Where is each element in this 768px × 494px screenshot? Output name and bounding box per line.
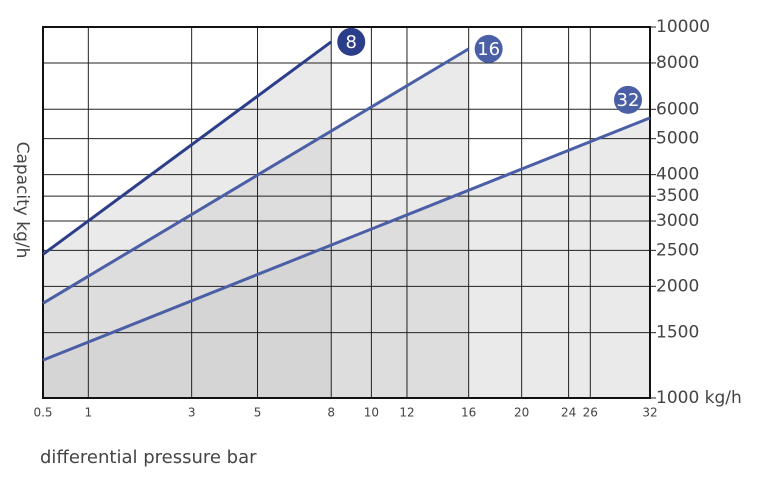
y-tick-label: 1500 [656, 323, 699, 343]
y-tick-label: 2000 [656, 276, 699, 296]
x-axis-label: differential pressure bar [40, 447, 257, 468]
area [43, 48, 469, 398]
x-tick-label: 0.5 [33, 406, 52, 420]
x-tick-label: 26 [583, 406, 598, 420]
x-tick-label: 1 [85, 406, 93, 420]
x-tick-label: 3 [188, 406, 196, 420]
x-tick-label: 5 [254, 406, 262, 420]
y-tick-label: 6000 [656, 99, 699, 119]
x-tick-label: 32 [642, 406, 657, 420]
legend-badge [474, 34, 503, 63]
legend-label: 8 [346, 32, 357, 53]
y-tick-label: 1000 kg/h [656, 388, 742, 408]
y-tick-label: 4000 [656, 165, 699, 185]
x-tick-label: 24 [561, 406, 576, 420]
x-tick-label: 8 [327, 406, 335, 420]
x-tick-label: 16 [461, 406, 476, 420]
x-tick-label: 20 [514, 406, 529, 420]
series-line [42, 40, 333, 256]
y-tick-label: 2500 [656, 240, 699, 260]
y-tick-label: 8000 [656, 53, 699, 73]
x-tick-label: 10 [364, 406, 379, 420]
area [43, 117, 650, 399]
plot-area [43, 27, 650, 398]
x-tick-label: 12 [399, 406, 414, 420]
area [43, 41, 332, 398]
legend-badge [614, 85, 642, 114]
series-line [42, 47, 470, 305]
legend-label: 32 [617, 90, 640, 111]
legend-label: 16 [477, 39, 500, 60]
y-tick-label: 10000 [656, 17, 710, 37]
y-axis-label: Capacity kg/h [12, 142, 32, 259]
y-tick-label: 3500 [656, 186, 699, 206]
legend-badge [337, 27, 366, 56]
y-tick-label: 3000 [656, 211, 699, 231]
y-tick-label: 5000 [656, 129, 699, 149]
series-line [42, 116, 651, 362]
plot-frame [42, 26, 651, 399]
